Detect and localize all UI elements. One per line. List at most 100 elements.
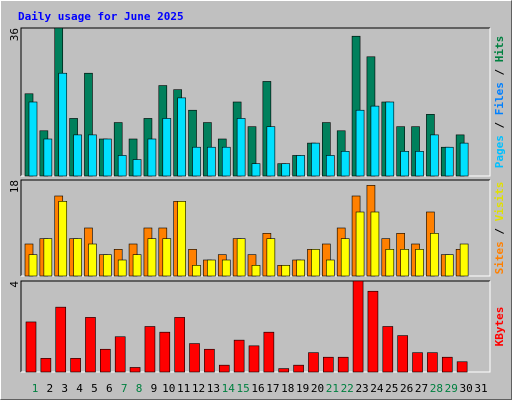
bar [162,238,172,277]
bar [308,352,319,373]
x-tick-label: 26 [400,382,413,395]
bar [370,211,380,277]
bar [326,259,335,277]
bar [311,249,320,277]
bar [444,254,454,277]
x-tick-label: 9 [151,382,158,395]
bar [117,259,127,277]
bar [207,146,216,177]
bar [355,211,365,277]
x-tick-label: 4 [76,382,83,395]
y-axis-label-part: Visits [493,182,506,222]
bar [132,254,142,277]
bar [367,290,379,373]
bar [340,238,350,277]
chart-title: Daily usage for June 2025 [18,10,184,23]
bar [85,317,96,373]
x-tick-label: 14 [222,382,236,395]
bar [311,142,320,177]
bar [355,109,365,177]
bar [296,259,305,277]
bar [233,339,245,373]
bar [385,249,395,277]
bar [177,97,186,177]
bar [174,317,185,373]
panel-border [20,179,490,276]
x-tick-label: 16 [251,382,264,395]
x-tick-label: 19 [296,382,309,395]
x-tick-label: 7 [121,382,128,395]
bar [40,358,52,373]
bar [236,118,246,177]
bar [459,142,469,177]
bar [73,134,82,177]
bar [340,151,350,177]
bar [296,155,305,177]
bar [337,356,349,373]
y-axis-label: Sites / Visits [493,182,506,275]
x-tick-label: 11 [177,382,190,395]
x-tick-label: 29 [445,382,458,395]
bar [430,134,439,177]
x-tick-label: 6 [106,382,113,395]
bar [103,138,112,177]
x-tick-label: 25 [385,382,398,395]
bar [70,358,81,373]
x-tick-label: 10 [162,382,175,395]
bar [144,326,156,373]
bar [266,238,276,277]
bar [221,259,231,277]
x-tick-label: 2 [47,382,54,395]
bar [204,348,215,373]
x-tick-label: 8 [136,382,143,395]
bar [370,105,380,177]
bar [88,134,97,177]
bar [266,126,276,177]
bar [352,280,364,373]
y-axis-label-part: Files [493,82,506,115]
bar [415,151,424,177]
bar [189,343,200,373]
x-tick-label: 13 [207,382,220,395]
bar [55,306,67,373]
x-tick-label: 21 [326,382,339,395]
x-tick-label: 30 [460,382,473,395]
bar [323,356,334,373]
bar [385,101,395,177]
bar [88,243,97,277]
bar [459,243,469,277]
bar [58,201,68,277]
x-tick-label: 23 [355,382,368,395]
bar [162,118,172,177]
bar [192,146,201,177]
bar [444,146,454,177]
bar [400,151,409,177]
y-axis-label-part: / [493,69,506,76]
panel-border [20,280,490,372]
bar [73,238,82,277]
y-tick-label: 18 [8,180,21,193]
bar [278,368,290,373]
bar [248,345,260,373]
bar [397,335,408,373]
bar [25,321,37,373]
bar [117,155,127,177]
y-axis-label-part: Hits [493,36,506,63]
x-tick-label: 17 [266,382,279,395]
bar [28,101,38,177]
y-tick-label: 4 [8,281,21,288]
bar [430,233,439,277]
bar [132,159,142,177]
y-axis-label-part: KBytes [493,307,506,347]
x-tick-label: 5 [91,382,98,395]
bar [415,249,424,277]
bar [400,249,409,277]
bar [412,352,423,373]
y-axis-label-part: / [493,228,506,235]
bar [326,155,335,177]
y-axis-label-part: Sites [493,241,506,274]
bar [218,364,230,373]
bar [251,265,261,277]
x-tick-label: 15 [237,382,250,395]
